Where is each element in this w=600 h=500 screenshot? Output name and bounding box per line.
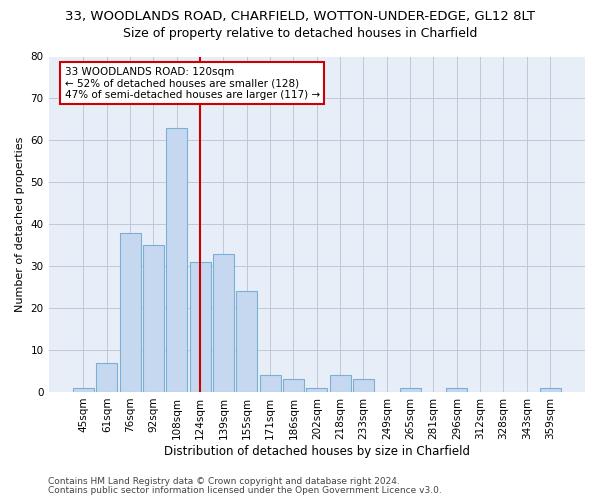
Bar: [329, 375, 350, 392]
Text: Contains public sector information licensed under the Open Government Licence v3: Contains public sector information licen…: [48, 486, 442, 495]
Bar: [260, 375, 281, 392]
Bar: [236, 292, 257, 392]
X-axis label: Distribution of detached houses by size in Charfield: Distribution of detached houses by size …: [164, 444, 470, 458]
Bar: [283, 380, 304, 392]
Text: 33, WOODLANDS ROAD, CHARFIELD, WOTTON-UNDER-EDGE, GL12 8LT: 33, WOODLANDS ROAD, CHARFIELD, WOTTON-UN…: [65, 10, 535, 23]
Bar: [400, 388, 421, 392]
Bar: [96, 362, 117, 392]
Bar: [446, 388, 467, 392]
Bar: [119, 232, 140, 392]
Bar: [306, 388, 327, 392]
Bar: [539, 388, 560, 392]
Bar: [353, 380, 374, 392]
Text: 33 WOODLANDS ROAD: 120sqm
← 52% of detached houses are smaller (128)
47% of semi: 33 WOODLANDS ROAD: 120sqm ← 52% of detac…: [65, 66, 320, 100]
Y-axis label: Number of detached properties: Number of detached properties: [15, 136, 25, 312]
Bar: [73, 388, 94, 392]
Bar: [213, 254, 234, 392]
Bar: [143, 245, 164, 392]
Text: Size of property relative to detached houses in Charfield: Size of property relative to detached ho…: [123, 28, 477, 40]
Bar: [190, 262, 211, 392]
Bar: [166, 128, 187, 392]
Text: Contains HM Land Registry data © Crown copyright and database right 2024.: Contains HM Land Registry data © Crown c…: [48, 477, 400, 486]
